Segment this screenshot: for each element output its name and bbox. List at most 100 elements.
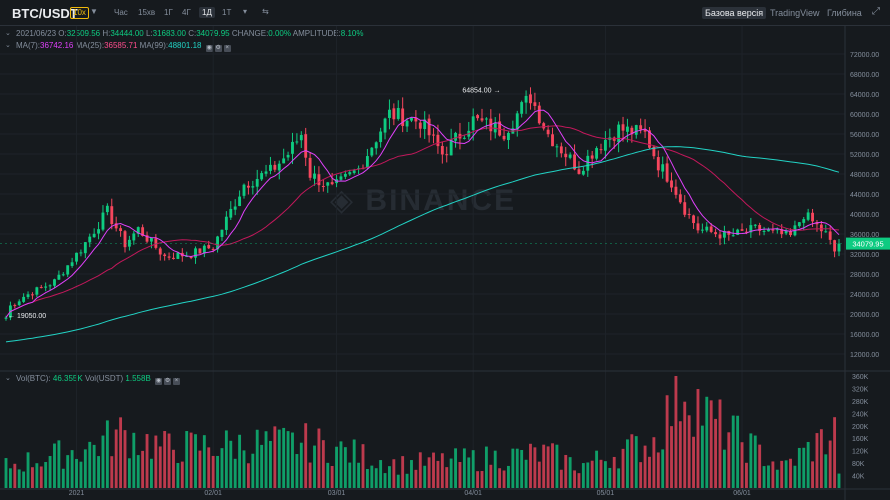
ma-close-icon[interactable]: × bbox=[223, 45, 231, 52]
symbol-dropdown-icon[interactable]: ▼ bbox=[90, 7, 98, 16]
ma-visibility-icon[interactable]: ◉ bbox=[205, 45, 213, 52]
candle-body bbox=[555, 146, 559, 148]
candle-body bbox=[440, 146, 444, 155]
volume-bar bbox=[595, 450, 599, 488]
candle-body bbox=[740, 229, 744, 231]
volume-bar bbox=[440, 453, 444, 488]
volume-bar bbox=[251, 453, 255, 488]
volume-bar bbox=[383, 473, 387, 488]
candle-body bbox=[590, 155, 594, 159]
candle-body bbox=[529, 94, 532, 104]
volume-bar bbox=[775, 469, 779, 488]
candle-body bbox=[648, 130, 651, 148]
candle-body bbox=[273, 164, 277, 170]
volume-bar bbox=[828, 440, 832, 488]
timeframe-1h[interactable]: 1Г bbox=[164, 8, 173, 17]
ohlc-change-value: 0.00% bbox=[268, 29, 291, 38]
volume-bar bbox=[745, 462, 748, 488]
volume-bar bbox=[392, 459, 396, 488]
candle-body bbox=[83, 242, 87, 254]
volume-bar bbox=[780, 460, 784, 488]
more-timeframes-chevron-icon[interactable]: ▾ bbox=[243, 7, 248, 16]
volume-bar bbox=[158, 446, 162, 488]
timeframe-4h[interactable]: 4Г bbox=[182, 8, 191, 17]
candle-body bbox=[718, 234, 722, 239]
candle-body bbox=[291, 141, 294, 154]
candle-body bbox=[771, 229, 775, 231]
volume-bar bbox=[626, 439, 629, 488]
timeframe-15m[interactable]: 15хв bbox=[138, 8, 156, 17]
timeframe-1w[interactable]: 1Т bbox=[222, 8, 232, 17]
volume-bar bbox=[361, 444, 365, 488]
candle-body bbox=[57, 274, 61, 280]
volume-bar bbox=[683, 401, 687, 488]
volume-bar bbox=[789, 458, 792, 488]
vol-close-icon[interactable]: × bbox=[173, 378, 181, 385]
candle-body bbox=[678, 194, 682, 203]
volume-bar bbox=[480, 471, 484, 488]
volume-bar bbox=[493, 450, 497, 488]
volume-bar bbox=[335, 446, 338, 488]
volume-bar bbox=[229, 440, 233, 488]
volume-bar bbox=[718, 399, 722, 488]
leverage-badge[interactable]: 10x bbox=[70, 7, 89, 19]
ohlc-amplitude-label: AMPLITUDE: bbox=[292, 29, 341, 38]
candle-body bbox=[392, 108, 396, 120]
volume-bar bbox=[313, 445, 316, 488]
time-axis-tick-label: 02/01 bbox=[204, 490, 222, 497]
candle-body bbox=[282, 158, 286, 164]
volume-bar bbox=[484, 446, 488, 488]
candle-body bbox=[251, 186, 255, 188]
volume-bar bbox=[132, 432, 136, 488]
candle-body bbox=[145, 235, 149, 242]
candle-body bbox=[745, 231, 748, 233]
vol-settings-icon[interactable]: ⚙ bbox=[164, 378, 172, 385]
view-tradingview-button[interactable]: TradingView bbox=[770, 8, 820, 18]
volume-bar bbox=[374, 468, 378, 488]
volume-bar bbox=[57, 440, 61, 488]
candle-body bbox=[48, 285, 52, 287]
candle-body bbox=[172, 257, 175, 259]
candle-body bbox=[436, 134, 440, 147]
candle-body bbox=[189, 256, 193, 259]
vol-visibility-icon[interactable]: ◉ bbox=[155, 378, 163, 385]
candle-body bbox=[330, 182, 334, 185]
candle-body bbox=[687, 213, 691, 215]
price-axis-tick-label: 28000.00 bbox=[850, 272, 879, 279]
vol-collapse-chevron-icon[interactable]: ⌄ bbox=[5, 375, 11, 382]
volume-axis-tick-label: 320K bbox=[852, 386, 869, 393]
candle-body bbox=[405, 120, 409, 127]
timeframe-hour[interactable]: Час bbox=[114, 8, 128, 17]
candle-body bbox=[202, 245, 206, 254]
candle-body bbox=[568, 154, 572, 158]
candle-body bbox=[564, 153, 568, 158]
volume-axis-tick-label: 240K bbox=[852, 411, 869, 418]
ma-settings-icon[interactable]: ⚙ bbox=[214, 45, 222, 52]
candle-body bbox=[198, 248, 202, 254]
fullscreen-icon[interactable]: ⤢ bbox=[872, 6, 880, 17]
collapse-chevron-icon[interactable]: ⌄ bbox=[5, 30, 11, 37]
time-axis-tick-label: 05/01 bbox=[597, 490, 615, 497]
candle-body bbox=[471, 116, 475, 131]
view-depth-button[interactable]: Глибина bbox=[827, 8, 862, 18]
volume-bar bbox=[418, 452, 422, 488]
candle-body bbox=[260, 173, 264, 180]
price-chart[interactable]: 12000.00 16000.00 20000.00 24000.00 28000.00… bbox=[0, 26, 890, 500]
vol-usdt-value: 1.558B bbox=[125, 374, 151, 383]
timeframe-1d[interactable]: 1Д bbox=[199, 7, 215, 18]
volume-bar bbox=[216, 455, 219, 488]
symbol-title[interactable]: BTC/USDT bbox=[12, 6, 78, 21]
candle-body bbox=[352, 170, 356, 173]
volume-bar bbox=[837, 473, 841, 488]
view-basic-button[interactable]: Базова версія bbox=[702, 7, 767, 19]
candle-body bbox=[652, 146, 656, 157]
candle-body bbox=[379, 131, 383, 143]
ma99-label: MA(99): bbox=[139, 41, 169, 50]
ma-collapse-chevron-icon[interactable]: ⌄ bbox=[5, 42, 11, 49]
candle-body bbox=[321, 186, 325, 188]
price-axis-tick-label: 60000.00 bbox=[850, 112, 879, 119]
volume-bar bbox=[357, 462, 361, 488]
volume-bar bbox=[696, 389, 700, 488]
indicator-settings-icon[interactable]: ⇆ bbox=[262, 7, 269, 16]
candle-body bbox=[824, 231, 828, 233]
